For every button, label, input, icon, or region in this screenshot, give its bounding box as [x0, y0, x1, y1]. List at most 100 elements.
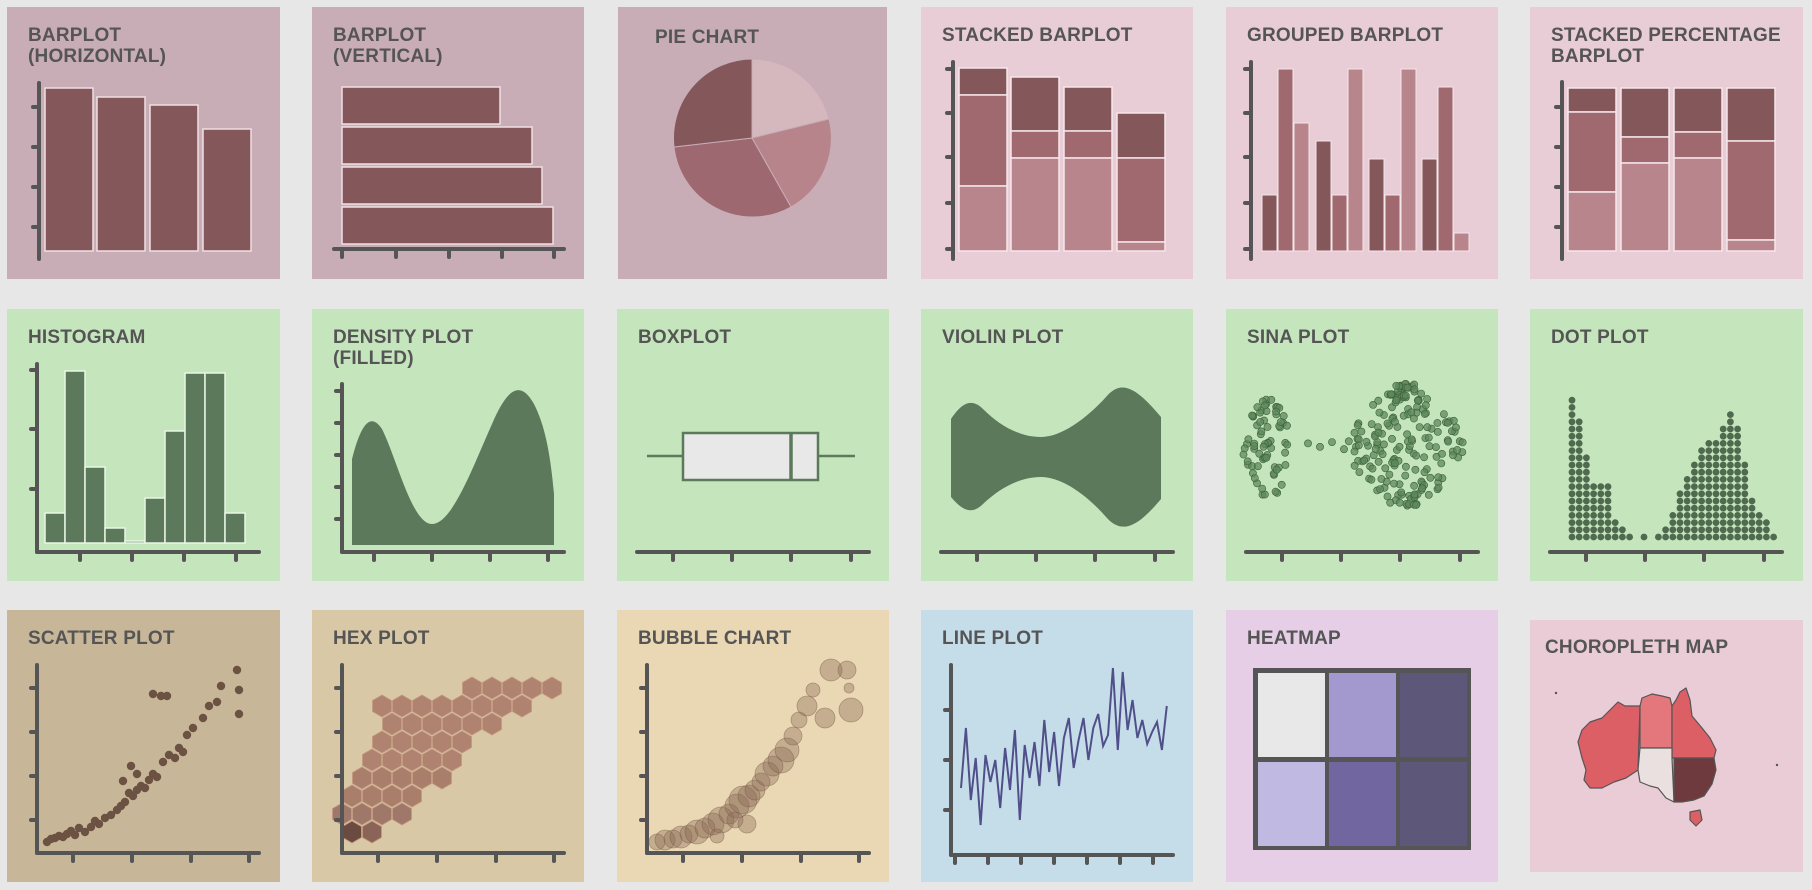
- sina-dot: [1412, 451, 1421, 460]
- sina-dot: [1453, 446, 1462, 454]
- dot-plot-dot: [1583, 519, 1590, 526]
- hex-cell: [402, 712, 422, 736]
- dot-plot-dot: [1568, 533, 1576, 541]
- dot-plot-dot: [1712, 490, 1720, 498]
- sina-dot: [1261, 401, 1269, 410]
- sina-dot: [1403, 383, 1412, 392]
- sina-dot: [1434, 483, 1443, 492]
- dot-plot-dot: [1705, 490, 1713, 498]
- dot-plot-dot: [1741, 461, 1749, 469]
- dot-plot-dot: [1727, 526, 1734, 534]
- hex-cell: [412, 766, 432, 790]
- scatter-dot: [70, 830, 80, 840]
- sina-dot: [1388, 434, 1396, 443]
- dot-plot-dot: [1712, 512, 1720, 519]
- tile-title: GROUPED BARPLOT: [1247, 25, 1444, 46]
- dot-plot-dot: [1763, 526, 1770, 534]
- dot-plot-dot: [1669, 533, 1677, 541]
- dot-plot-dot: [1583, 468, 1590, 476]
- dot-plot-dot: [1575, 432, 1583, 440]
- scatter-dot: [212, 697, 222, 707]
- tile-title: BARPLOT (HORIZONTAL): [28, 25, 167, 67]
- choropleth-map-icon: [1554, 687, 1779, 827]
- dot-plot-icon: [1548, 396, 1784, 562]
- heatmap-tile: HEATMAP: [1226, 610, 1498, 882]
- pie-chart-icon: [673, 58, 832, 218]
- dot-plot-dot: [1568, 432, 1576, 440]
- sina-dot: [1458, 438, 1467, 447]
- hex-cell: [432, 694, 452, 718]
- dot-plot-dot: [1698, 533, 1705, 541]
- tile-title: DENSITY PLOT (FILLED): [333, 327, 474, 369]
- sina-dot: [1443, 419, 1452, 427]
- hex-cell: [392, 766, 412, 790]
- sina-dot: [1401, 462, 1410, 471]
- dot-plot-dot: [1698, 497, 1705, 505]
- scatter-dot: [118, 776, 128, 786]
- hex-cell: [352, 802, 372, 826]
- sina-dot: [1281, 461, 1290, 469]
- sina-plot-tile: SINA PLOT: [1226, 309, 1498, 581]
- dot-plot-dot: [1568, 519, 1576, 526]
- stacked-barplot-tile: STACKED BARPLOT: [921, 7, 1193, 279]
- dot-plot-dot: [1575, 440, 1583, 447]
- dot-plot-dot: [1705, 468, 1713, 476]
- dot-plot-dot: [1734, 512, 1741, 519]
- sina-dot: [1368, 464, 1377, 473]
- dot-plot-dot: [1597, 512, 1605, 519]
- sina-dot: [1392, 396, 1401, 405]
- dot-plot-dot: [1705, 497, 1713, 505]
- hex-cell: [372, 694, 392, 718]
- sina-dot: [1383, 419, 1392, 428]
- sina-dot: [1371, 445, 1380, 453]
- sina-dot: [1350, 461, 1359, 470]
- dot-plot-dot: [1698, 483, 1705, 490]
- dot-plot-dot: [1741, 468, 1749, 476]
- dot-plot-dot: [1597, 483, 1605, 490]
- dot-plot-dot: [1568, 526, 1576, 534]
- sina-plot-icon: [1239, 380, 1480, 562]
- dot-plot-dot: [1568, 411, 1576, 418]
- scatter-dot: [234, 709, 244, 719]
- sina-dot: [1250, 442, 1259, 450]
- dot-plot-dot: [1662, 533, 1669, 541]
- dot-plot-dot: [1719, 483, 1727, 490]
- dot-plot-dot: [1719, 512, 1727, 519]
- hex-cell: [482, 676, 502, 700]
- line-series: [960, 667, 1168, 826]
- bubble: [783, 726, 803, 746]
- tile-title: STACKED BARPLOT: [942, 25, 1133, 46]
- sina-dot: [1374, 428, 1383, 437]
- dot-plot-dot: [1763, 533, 1770, 541]
- hex-cell: [422, 712, 442, 736]
- dot-plot-dot: [1748, 519, 1756, 526]
- dot-plot-dot: [1741, 512, 1749, 519]
- hex-cell: [382, 784, 402, 808]
- dot-plot-dot: [1590, 526, 1597, 534]
- dot-plot-dot: [1734, 483, 1741, 490]
- bubble: [838, 697, 864, 723]
- dot-plot-dot: [1604, 483, 1612, 490]
- sina-dot: [1401, 391, 1410, 400]
- sina-dot: [1434, 473, 1443, 482]
- sina-dot: [1386, 498, 1395, 507]
- dot-plot-dot: [1727, 454, 1734, 462]
- sina-dot: [1420, 410, 1429, 418]
- dot-plot-dot: [1691, 526, 1698, 534]
- sina-dot: [1424, 433, 1433, 442]
- sina-dot: [1367, 475, 1376, 484]
- dot-plot-dot: [1683, 519, 1691, 526]
- sina-dot: [1438, 449, 1446, 458]
- dot-plot-dot: [1712, 447, 1720, 454]
- scatter-dot: [232, 665, 242, 675]
- sina-dot: [1253, 462, 1262, 471]
- dot-plot-dot: [1669, 519, 1677, 526]
- dot-plot-dot: [1719, 461, 1727, 469]
- hex-cell: [432, 730, 452, 754]
- dot-plot-dot: [1712, 533, 1720, 541]
- bubble: [843, 682, 855, 694]
- hex-cell: [452, 730, 472, 754]
- sina-dot: [1410, 481, 1418, 490]
- dot-plot-dot: [1712, 497, 1720, 505]
- dot-plot-dot: [1683, 533, 1691, 541]
